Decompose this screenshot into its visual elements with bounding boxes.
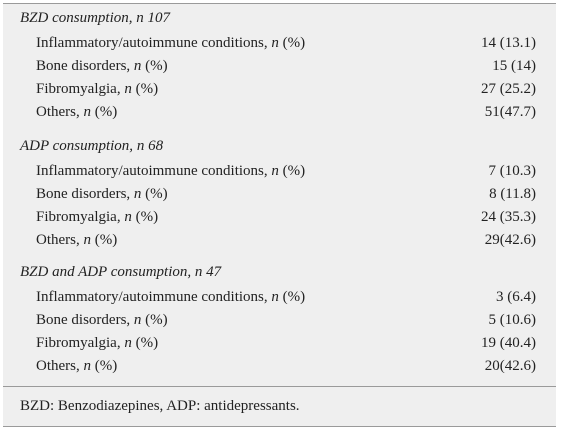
row-label: Others, n (%) [36, 104, 118, 120]
row-value: 5 (10.6) [488, 312, 537, 328]
footnote: BZD: Benzodiazepines, ADP: antidepressan… [20, 398, 300, 414]
row-value: 7 (10.3) [488, 163, 537, 179]
row-label: Inflammatory/autoimmune conditions, n (%… [36, 35, 306, 51]
row-value: 29(42.6) [484, 232, 536, 248]
row-label: Others, n (%) [36, 232, 118, 248]
row-label: Others, n (%) [36, 358, 118, 374]
row-value: 24 (35.3) [481, 209, 536, 225]
row-label: Bone disorders, n (%) [36, 312, 168, 328]
row-label: Fibromyalgia, n (%) [36, 209, 159, 225]
row-value: 27 (25.2) [481, 81, 536, 97]
row-value: 8 (11.8) [489, 186, 536, 202]
row-value: 15 (14) [492, 58, 536, 74]
row-label: Inflammatory/autoimmune conditions, n (%… [36, 163, 306, 179]
row-label: Bone disorders, n (%) [36, 58, 168, 74]
row-label: Inflammatory/autoimmune conditions, n (%… [36, 289, 306, 305]
section-title: ADP consumption, n 68 [20, 138, 164, 154]
row-value: 19 (40.4) [481, 335, 536, 351]
row-value: 3 (6.4) [496, 289, 536, 305]
row-value: 14 (13.1) [481, 35, 536, 51]
row-value: 20(42.6) [484, 358, 536, 374]
section-title: BZD and ADP consumption, n 47 [20, 264, 222, 280]
table: BZD consumption, n 107 Inflammatory/autoi… [3, 3, 556, 427]
row-label: Fibromyalgia, n (%) [36, 81, 159, 97]
row-value: 51(47.7) [484, 104, 536, 120]
footnote-rule [3, 386, 556, 387]
row-label: Bone disorders, n (%) [36, 186, 168, 202]
row-label: Fibromyalgia, n (%) [36, 335, 159, 351]
section-title: BZD consumption, n 107 [20, 10, 170, 26]
